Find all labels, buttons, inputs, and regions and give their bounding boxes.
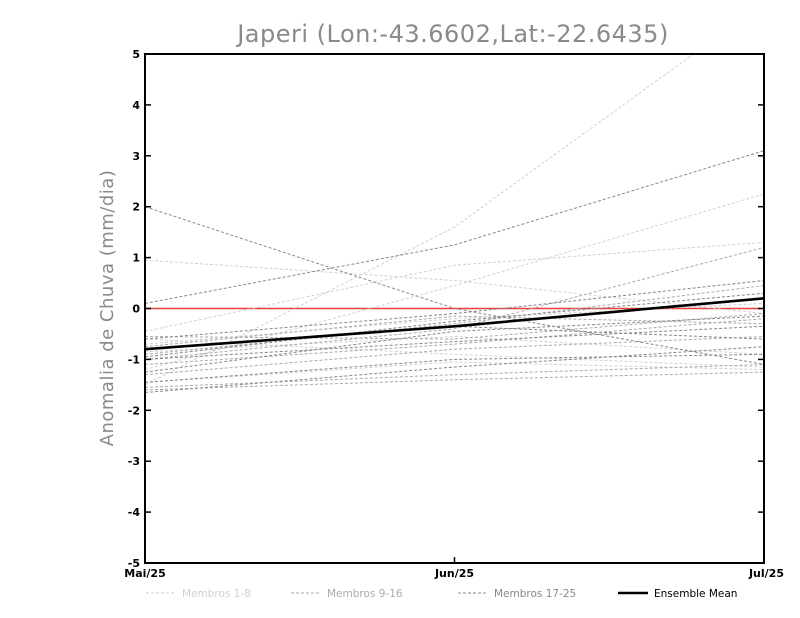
series-layer [145,54,764,393]
y-tick-label: 2 [132,201,140,214]
y-tick-label: 1 [132,252,140,265]
legend-label-4: Ensemble Mean [654,588,737,600]
member-series-line-16 [145,371,764,391]
y-tick-label: -1 [128,353,140,366]
member-series-line-10 [145,313,764,340]
member-series-line-25 [145,292,764,358]
y-tick-label: -4 [128,506,141,519]
member-series-line-5 [145,338,764,368]
member-series-line-17 [145,206,764,365]
member-series-line-1 [145,54,695,386]
legend-label-1: Membros 1-8 [182,588,251,600]
x-axis-ticks: Mai/25 Jun/25 Jul/25 [124,557,784,580]
member-series-line-14 [145,335,764,376]
y-tick-label: 5 [132,48,140,61]
member-series-line-2 [145,259,764,315]
legend-label-3: Membros 17-25 [494,588,576,600]
y-tick-label: -5 [128,557,140,570]
y-axis-ticks: -5 -4 -3 -2 -1 0 1 2 3 4 5 [128,48,764,570]
member-series-line-18 [145,150,764,304]
legend-label-2: Membros 9-16 [327,588,403,600]
member-series-line-3 [145,241,764,332]
y-tick-label: 3 [132,150,140,163]
chart-title: Japeri (Lon:-43.6602,Lat:-22.6435) [235,20,669,48]
y-tick-label: -2 [128,404,140,417]
member-series-line-11 [145,285,764,355]
member-series-line-6 [145,335,764,355]
member-series-line-22 [145,315,764,373]
member-series-line-24 [145,353,764,383]
legend: Membros 1-8 Membros 9-16 Membros 17-25 Ense… [146,588,737,600]
y-axis-label: Anomalia de Chuva (mm/dia) [97,170,118,447]
x-tick-label: Mai/25 [124,567,165,580]
x-tick-label: Jul/25 [748,567,784,580]
member-series-line-15 [145,315,764,348]
member-series-line-23 [145,325,764,350]
y-tick-label: -3 [128,455,140,468]
member-series-line-12 [145,318,764,365]
member-series-line-20 [145,325,764,360]
x-tick-label: Jun/25 [434,567,474,580]
y-tick-label: 0 [132,303,140,316]
member-series-line-21 [145,280,764,340]
member-series-line-19 [145,346,764,393]
y-tick-label: 4 [132,99,140,112]
member-series-line-13 [145,363,764,388]
member-series-line-7 [145,361,764,383]
ensemble-mean-line [145,297,764,351]
member-series-line-9 [145,246,764,360]
